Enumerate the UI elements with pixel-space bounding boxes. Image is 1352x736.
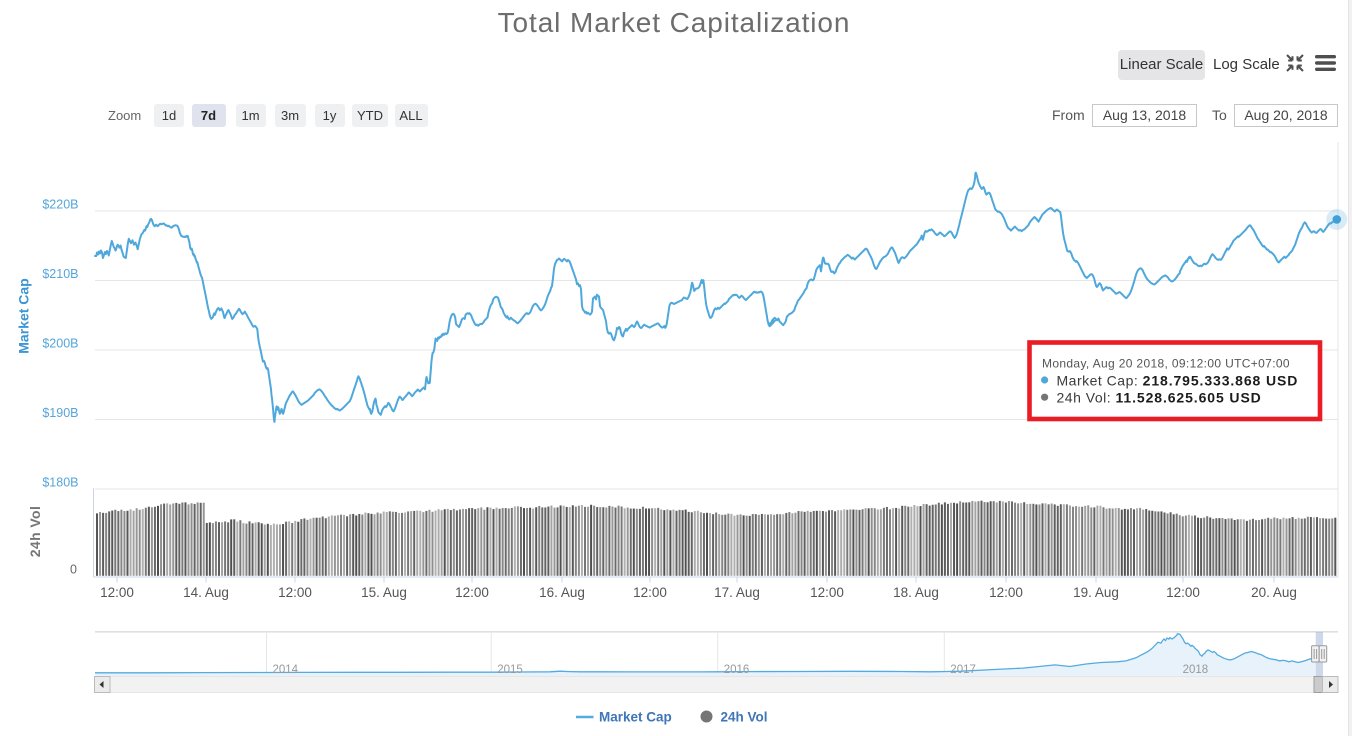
svg-text:Market Cap: 218.795.333.868 US: Market Cap: 218.795.333.868 USD: [1057, 372, 1299, 388]
svg-text:12:00: 12:00: [810, 585, 844, 600]
svg-text:24h Vol: 24h Vol: [27, 506, 43, 558]
svg-text:19. Aug: 19. Aug: [1073, 585, 1119, 600]
svg-text:$200B: $200B: [42, 337, 78, 351]
svg-text:2017: 2017: [950, 664, 976, 676]
svg-text:Market Cap: Market Cap: [599, 710, 672, 725]
svg-text:15. Aug: 15. Aug: [361, 585, 407, 600]
svg-text:17. Aug: 17. Aug: [714, 585, 760, 600]
svg-text:$180B: $180B: [42, 476, 78, 490]
svg-text:2015: 2015: [497, 664, 523, 676]
svg-text:12:00: 12:00: [455, 585, 489, 600]
svg-text:$210B: $210B: [42, 267, 78, 281]
svg-text:$190B: $190B: [42, 406, 78, 420]
svg-text:18. Aug: 18. Aug: [893, 585, 939, 600]
svg-text:12:00: 12:00: [989, 585, 1023, 600]
svg-text:24h Vol: 11.528.625.605 USD: 24h Vol: 11.528.625.605 USD: [1057, 390, 1262, 406]
svg-text:12:00: 12:00: [100, 585, 134, 600]
svg-text:14. Aug: 14. Aug: [183, 585, 229, 600]
svg-text:2018: 2018: [1183, 664, 1209, 676]
svg-text:12:00: 12:00: [633, 585, 667, 600]
svg-text:Monday, Aug 20 2018, 09:12:00: Monday, Aug 20 2018, 09:12:00 UTC+07:00: [1042, 356, 1290, 370]
svg-text:12:00: 12:00: [1166, 585, 1200, 600]
svg-text:$220B: $220B: [42, 198, 78, 212]
svg-text:20. Aug: 20. Aug: [1251, 585, 1297, 600]
svg-text:12:00: 12:00: [278, 585, 312, 600]
svg-text:2016: 2016: [724, 664, 750, 676]
svg-text:16. Aug: 16. Aug: [539, 585, 585, 600]
svg-text:2014: 2014: [273, 664, 299, 676]
svg-text:24h Vol: 24h Vol: [721, 710, 768, 725]
svg-text:Market Cap: Market Cap: [16, 278, 32, 353]
svg-text:0: 0: [70, 563, 77, 577]
